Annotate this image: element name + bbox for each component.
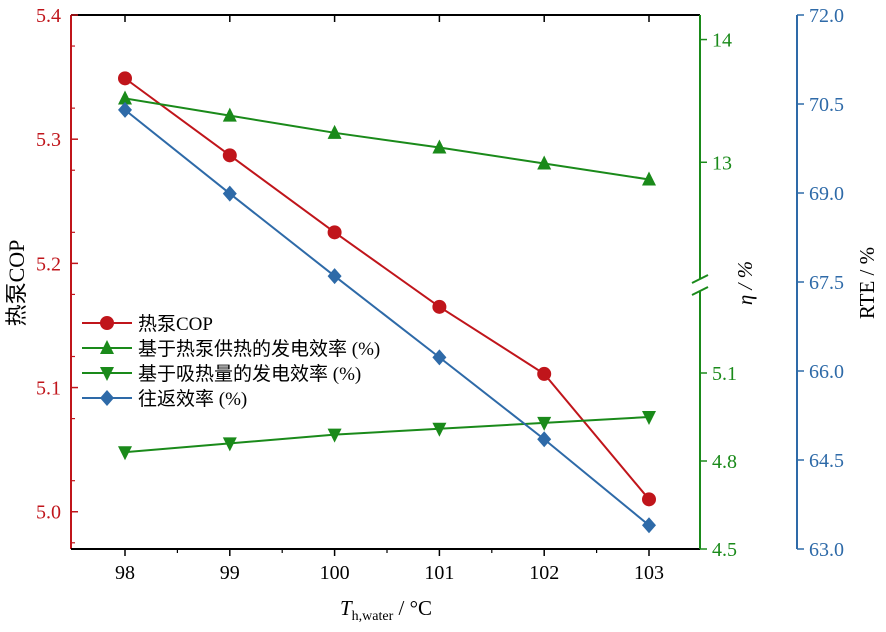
legend: 热泵COP 基于热泵供热的发电效率 (%) 基于吸热量的发电效率 (%) 往返效率 (… [82,313,380,410]
series-layer [118,71,656,534]
plot-frame [70,14,700,550]
data-point [642,492,656,507]
series-4 [118,101,656,534]
legend-marker [100,340,114,354]
data-point [432,422,447,437]
left-tick-label: 5.4 [36,5,61,27]
middle-tick-label: 4.8 [712,451,737,473]
x-tick-label: 98 [115,562,135,584]
right-axis-rte: 63.0 64.5 66.0 67.5 69.0 70.5 72.0 [796,5,844,561]
data-point [642,171,656,186]
middle-tick-label: 4.5 [712,539,737,561]
series-line [124,109,650,527]
left-axis-cop: 5.0 5.1 5.2 5.3 5.4 [36,5,78,544]
legend-label: 热泵COP [138,313,213,335]
left-tick-label: 5.1 [36,378,61,400]
right-tick-label: 63.0 [809,539,844,561]
right-tick-label: 72.0 [809,5,844,27]
left-axis-title: 热泵COP [4,240,29,327]
data-point [537,431,552,448]
middle-axis-title: η / % [733,261,757,305]
data-point [222,107,237,122]
legend-label: 基于吸热量的发电效率 (%) [138,363,361,385]
data-point [432,299,447,314]
data-point [537,416,552,431]
legend-item: 往返效率 (%) [82,388,247,410]
middle-tick-label: 5.1 [712,363,737,385]
axis-break-mark [691,274,709,284]
data-point [118,101,132,118]
right-tick-label: 64.5 [809,450,844,472]
left-tick-label: 5.0 [36,502,61,524]
legend-marker [100,316,114,330]
data-point [537,155,552,170]
x-tick-label: 99 [220,562,240,584]
data-point [642,411,656,425]
data-point [642,517,656,534]
legend-label: 基于热泵供热的发电效率 (%) [138,338,380,360]
middle-tick-label: 14 [712,30,732,52]
x-axis-title-subscript: h,water [352,609,394,624]
legend-item: 基于热泵供热的发电效率 (%) [82,338,380,360]
x-axis-title-symbol: T [340,596,353,620]
data-point [327,225,342,240]
data-point [537,366,552,381]
data-point [222,185,237,202]
data-point [118,71,132,86]
right-tick-label: 69.0 [809,183,844,205]
left-tick-label: 5.2 [36,253,61,275]
series-line [124,97,650,181]
series-line [124,77,650,500]
x-tick-label: 102 [529,562,559,584]
data-point [222,148,237,163]
x-tick-label: 103 [634,562,664,584]
right-axis-title: RTE / % [855,247,879,319]
data-point [327,428,342,443]
data-point [327,268,342,285]
series-2 [118,90,656,186]
x-axis-title-unit: / °C [393,596,432,620]
data-point [432,349,447,366]
series-line [124,416,650,454]
middle-tick-label: 13 [712,152,732,174]
x-tick-label: 100 [320,562,350,584]
right-tick-label: 67.5 [809,272,844,294]
data-point [222,437,237,452]
data-point [327,124,342,139]
data-point [118,90,132,105]
data-point [432,139,447,154]
x-axis-title: Th,water / °C [340,596,432,624]
data-point [118,446,132,461]
x-axis: 98 99 100 101 102 103 [115,15,664,584]
legend-marker [100,367,114,381]
series-3 [118,411,656,461]
middle-axis-eta: 13 14 4.5 4.8 5.1 [691,15,737,561]
legend-label: 往返效率 (%) [138,388,247,410]
legend-item: 基于吸热量的发电效率 (%) [82,363,361,385]
left-tick-label: 5.3 [36,129,61,151]
x-tick-label: 101 [424,562,454,584]
series-1 [118,71,656,507]
legend-item: 热泵COP [82,313,213,335]
right-tick-label: 66.0 [809,361,844,383]
right-tick-label: 70.5 [809,94,844,116]
legend-marker [100,390,114,406]
axis-break-mark [691,286,709,296]
